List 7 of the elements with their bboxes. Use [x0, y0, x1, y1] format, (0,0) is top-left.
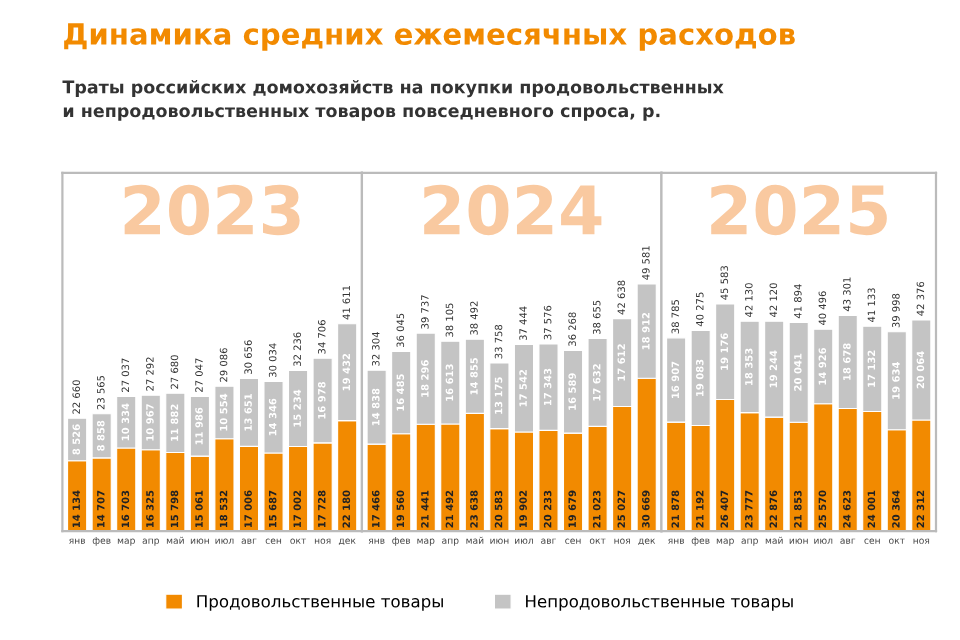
text: 2023 — [124, 184, 300, 236]
text: 2025 — [711, 184, 887, 236]
text: 2024 — [424, 184, 602, 236]
legend-label: Продовольственные товары — [197, 595, 443, 611]
chart-subtitle: Траты российских домохозяйств на покупки продовольственных и непродовольственных товаров повседневного спроса, р. — [62, 80, 724, 121]
text: Динамика средних ежемесячных расходов — [64, 23, 795, 51]
legend-label: Непродовольственные товары — [526, 595, 793, 611]
